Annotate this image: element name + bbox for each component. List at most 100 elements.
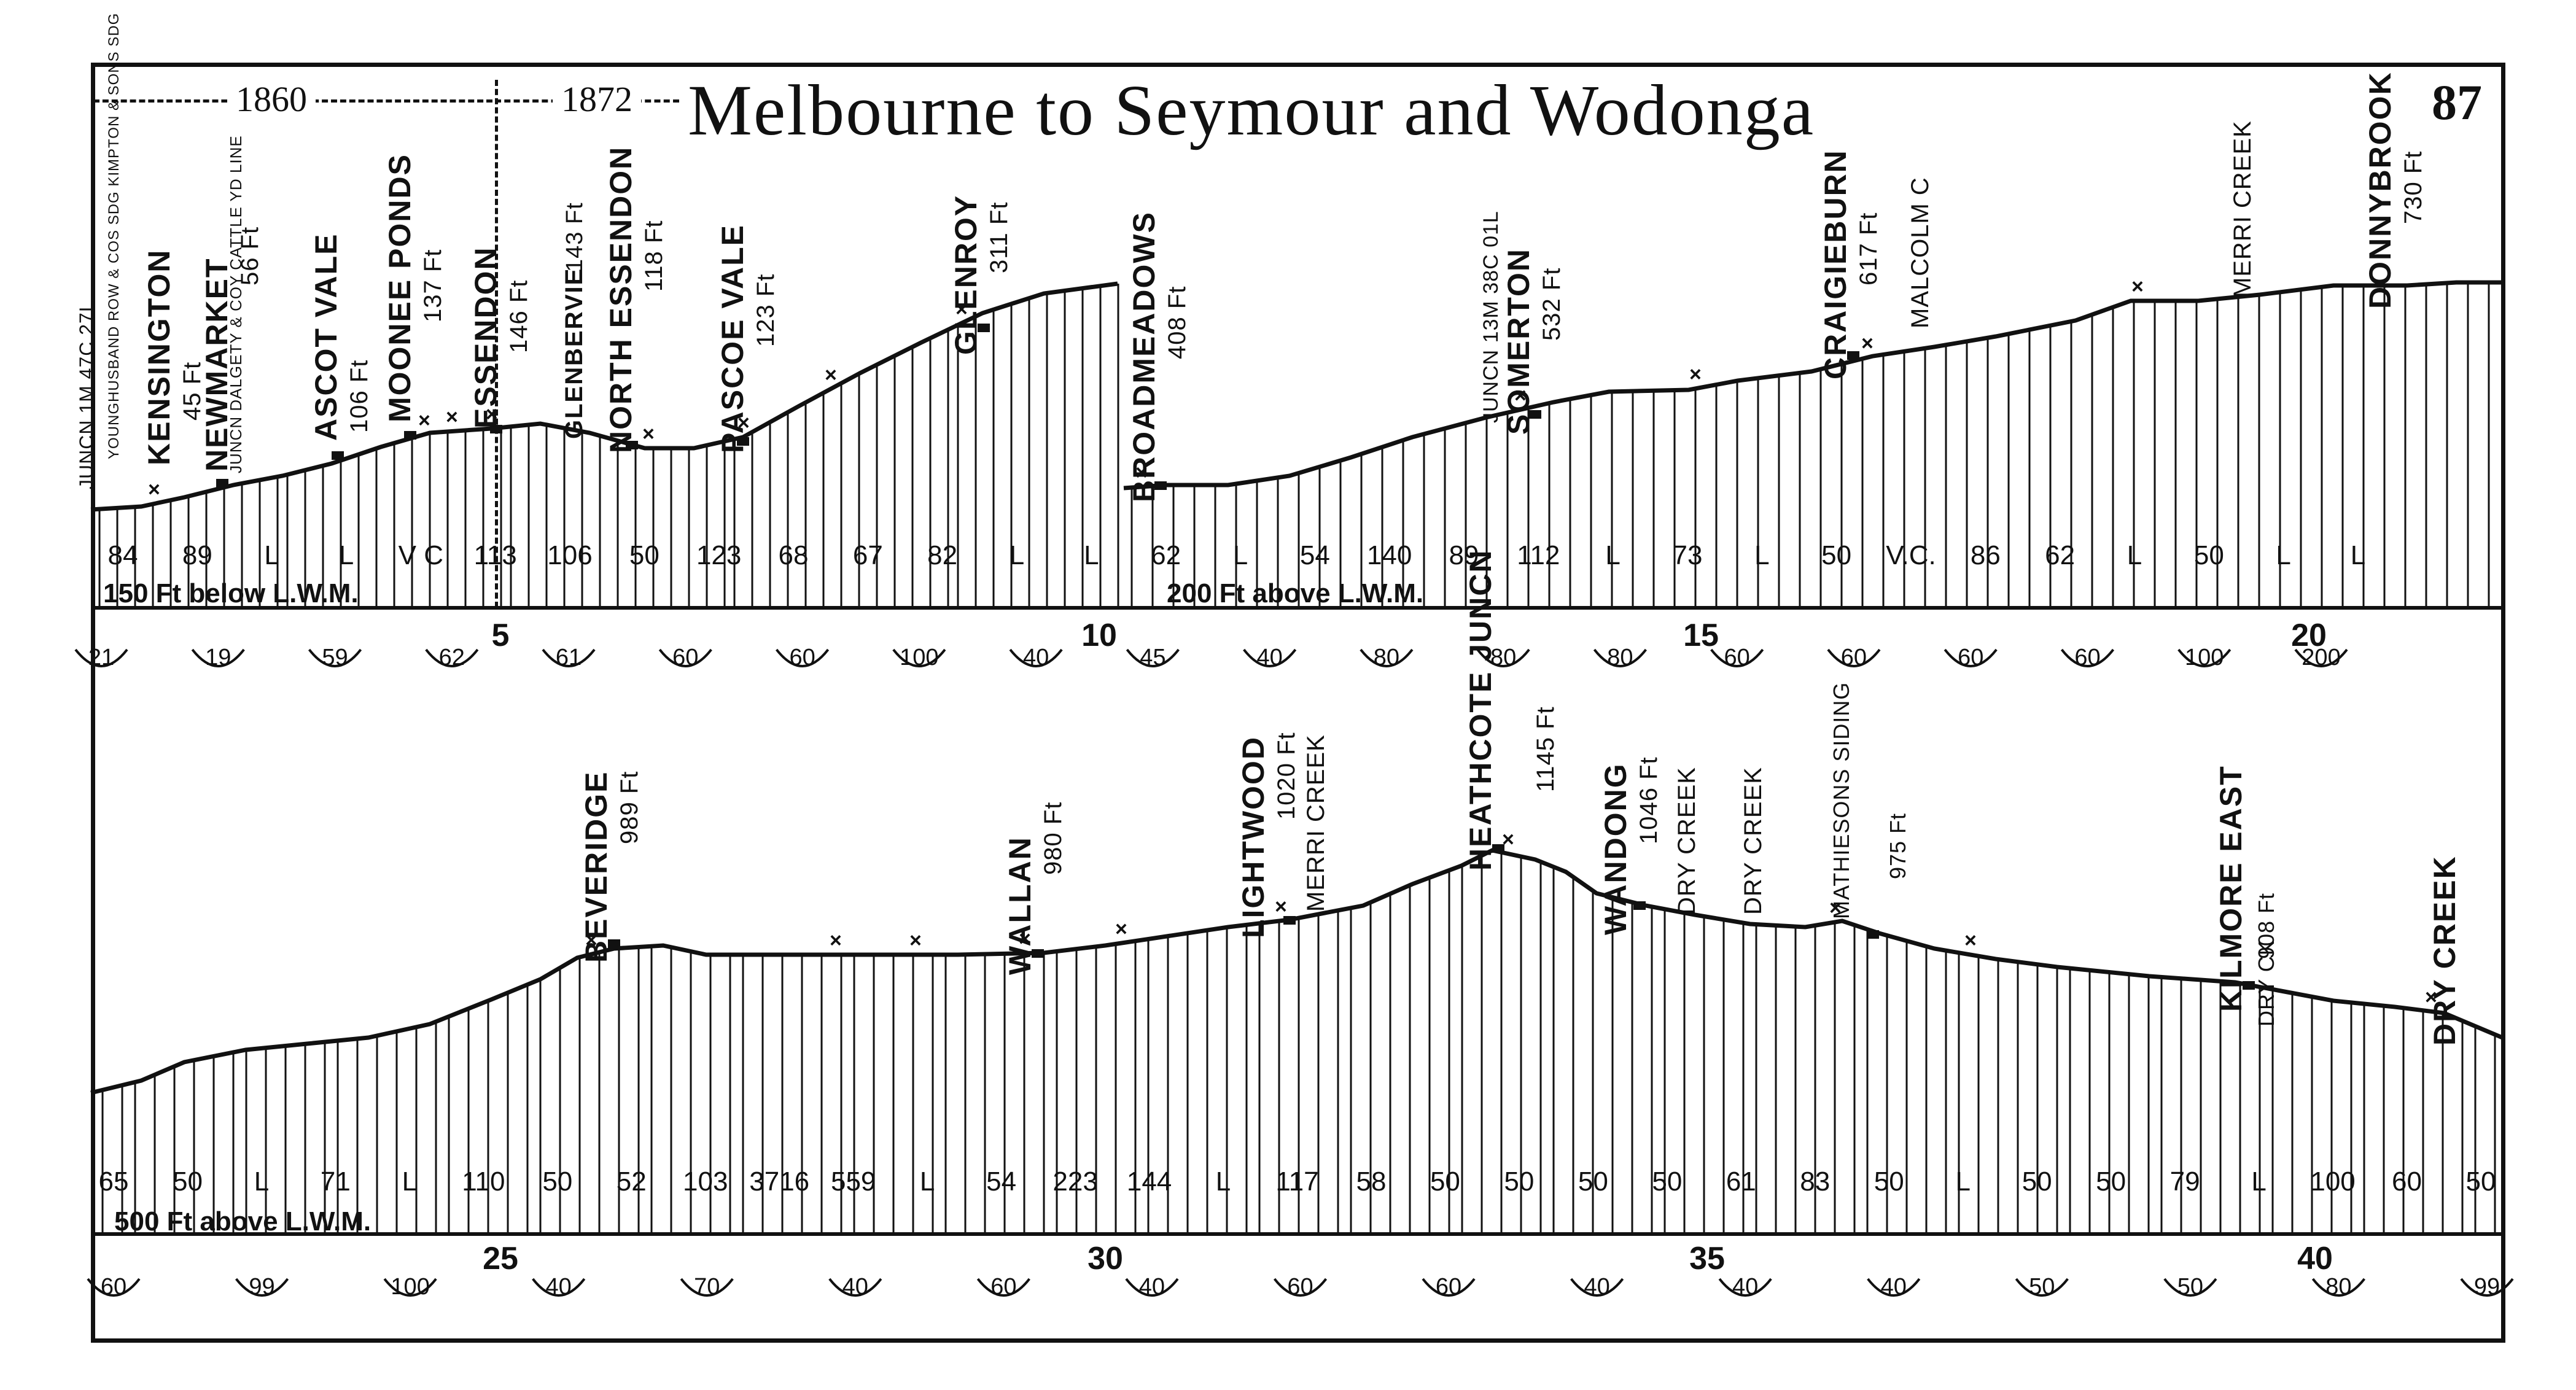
gradient-label: 89 — [182, 540, 212, 570]
gradient-label: 50 — [2465, 1167, 2496, 1197]
profile-marker: × — [1019, 928, 1031, 951]
curve-arc — [1710, 648, 1764, 667]
malcolm-creek-label: MALCOLM C — [1907, 177, 1934, 328]
profile-marker: × — [1514, 384, 1527, 408]
gradient-label: 3716 — [749, 1167, 810, 1197]
curve-radius-label: 50 — [2177, 1274, 2204, 1300]
station-craigieburn-elev: 617 Ft — [1855, 212, 1882, 285]
curve-arc — [2060, 648, 2115, 667]
curve-arc — [1718, 1278, 1772, 1297]
gradient-label: 54 — [986, 1167, 1017, 1197]
station-glenbervie: GLENBERVIE — [561, 267, 588, 439]
curve-arc — [1827, 648, 1881, 667]
profile-marker: × — [1689, 363, 1702, 386]
curve-radius-label: 61 — [555, 645, 582, 670]
gradient-label: 50 — [1578, 1167, 1608, 1197]
gradient-label: 144 — [1126, 1167, 1172, 1197]
datum-label-panel1-left: 150 Ft below L.W.M. — [103, 578, 359, 608]
gradient-label: 559 — [830, 1167, 876, 1197]
curve-radius-label: 70 — [694, 1274, 720, 1300]
station-broadmeadows-elev: 408 Ft — [1164, 285, 1191, 359]
junction-annotation-newmarket: JUNCN DALGETY & COY CATTLE YD LINE — [227, 135, 245, 473]
curve-radius-label: 80 — [1373, 645, 1400, 670]
station-somerton: SOMERTON — [1501, 248, 1536, 435]
station-ascot-vale-elev: 106 Ft — [346, 359, 373, 433]
curve-radius-label: 60 — [990, 1274, 1017, 1300]
page-number: 87 — [2432, 74, 2482, 130]
curve-arc — [235, 1278, 289, 1297]
station-wallan-elev: 980 Ft — [1040, 801, 1067, 875]
curve-radius-label: 60 — [672, 645, 699, 670]
profile-marker: × — [1135, 461, 1148, 484]
gradient-label: 50 — [1821, 540, 1852, 570]
curve-radius-label: 50 — [2029, 1274, 2055, 1300]
station-kilmore-east-elev: 908 Ft — [2254, 892, 2279, 959]
station-somerton-elev: 532 Ft — [1538, 267, 1565, 341]
gradient-label: 117 — [1275, 1167, 1319, 1197]
curve-arc — [680, 1278, 734, 1297]
curve-arc — [2163, 1278, 2217, 1297]
gradient-label: L — [2276, 540, 2291, 570]
curve-radius-label: 80 — [1607, 645, 1633, 670]
curve-arc — [1593, 648, 1647, 667]
gradient-label: L — [264, 540, 279, 570]
station-heathcote-junction: HEATHCOTE JUNCN — [1463, 549, 1498, 871]
profile-marker: × — [2425, 985, 2437, 1009]
curve-arc — [2311, 1278, 2366, 1297]
curve-arc — [308, 648, 362, 667]
curve-arc — [892, 648, 946, 667]
station-kilmore-east: KILMORE EAST — [2214, 765, 2248, 1012]
gradient-label: L — [1955, 1167, 1971, 1197]
curve-radius-label: 60 — [789, 645, 815, 670]
station-mathiesons-siding-elev: 975 Ft — [1885, 812, 1910, 879]
station-glenroy-elev: 311 Ft — [986, 201, 1013, 273]
gradient-label: 223 — [1053, 1167, 1098, 1197]
milepost-label: 10 — [1081, 618, 1117, 653]
curve-arc — [1944, 648, 1998, 667]
curve-radius-label: 60 — [1724, 645, 1750, 670]
gradient-label: 113 — [473, 540, 517, 570]
profile-marker: × — [446, 406, 458, 429]
dry-creek-label-2: DRY CREEK — [1740, 767, 1767, 915]
station-north-essendon: NORTH ESSENDON — [604, 146, 638, 453]
gradient-label: 123 — [696, 540, 742, 570]
curve-arc — [1009, 648, 1063, 667]
curve-arc — [1243, 648, 1297, 667]
curve-radius-label: 59 — [322, 645, 348, 670]
gradient-label: L — [1754, 540, 1770, 570]
gradient-label: 50 — [2096, 1167, 2127, 1197]
curve-arc — [1422, 1278, 1476, 1297]
era-divider — [495, 80, 498, 608]
station-craigieburn: CRAIGIEBURN — [1818, 149, 1853, 379]
station-moonee-ponds-elev: 137 Ft — [419, 249, 446, 322]
gradient-label: L — [1009, 540, 1025, 570]
station-wallan: WALLAN — [1003, 836, 1037, 975]
station-moonee-ponds: MOONEE PONDS — [383, 153, 417, 422]
profile-marker: × — [825, 363, 837, 387]
gradient-label: 50 — [1874, 1167, 1904, 1197]
curve-radius-label: 45 — [1140, 645, 1166, 670]
curve-radius-label: 80 — [2325, 1274, 2352, 1300]
curve-radius-label: 99 — [2473, 1274, 2500, 1300]
profile-marker: × — [486, 403, 498, 426]
station-pascoe-vale: PASCOE VALE — [715, 224, 750, 453]
gradient-label: L — [2127, 540, 2142, 570]
gradient-label: 106 — [547, 540, 593, 570]
curve-arc — [542, 648, 596, 667]
diagram-title: Melbourne to Seymour and Wodonga — [688, 70, 1815, 150]
curve-radius-label: 60 — [1840, 645, 1867, 670]
profile-marker: × — [1861, 332, 1874, 355]
station-mathiesons-siding: MATHIESONS SIDING — [1829, 681, 1854, 919]
gradient-label: L — [1084, 540, 1099, 570]
milepost-label: 5 — [491, 618, 510, 653]
curve-arc — [2177, 648, 2232, 667]
station-wandong-elev: 1046 Ft — [1635, 756, 1662, 844]
gradient-label: L — [402, 1167, 418, 1197]
profile-marker: × — [737, 411, 750, 435]
gradient-label: 68 — [778, 540, 809, 570]
milepost-label: 30 — [1088, 1241, 1123, 1276]
profile-marker: × — [1115, 917, 1127, 941]
gradient-label: 86 — [1970, 540, 2001, 570]
curve-radius-label: 60 — [1958, 645, 1984, 670]
